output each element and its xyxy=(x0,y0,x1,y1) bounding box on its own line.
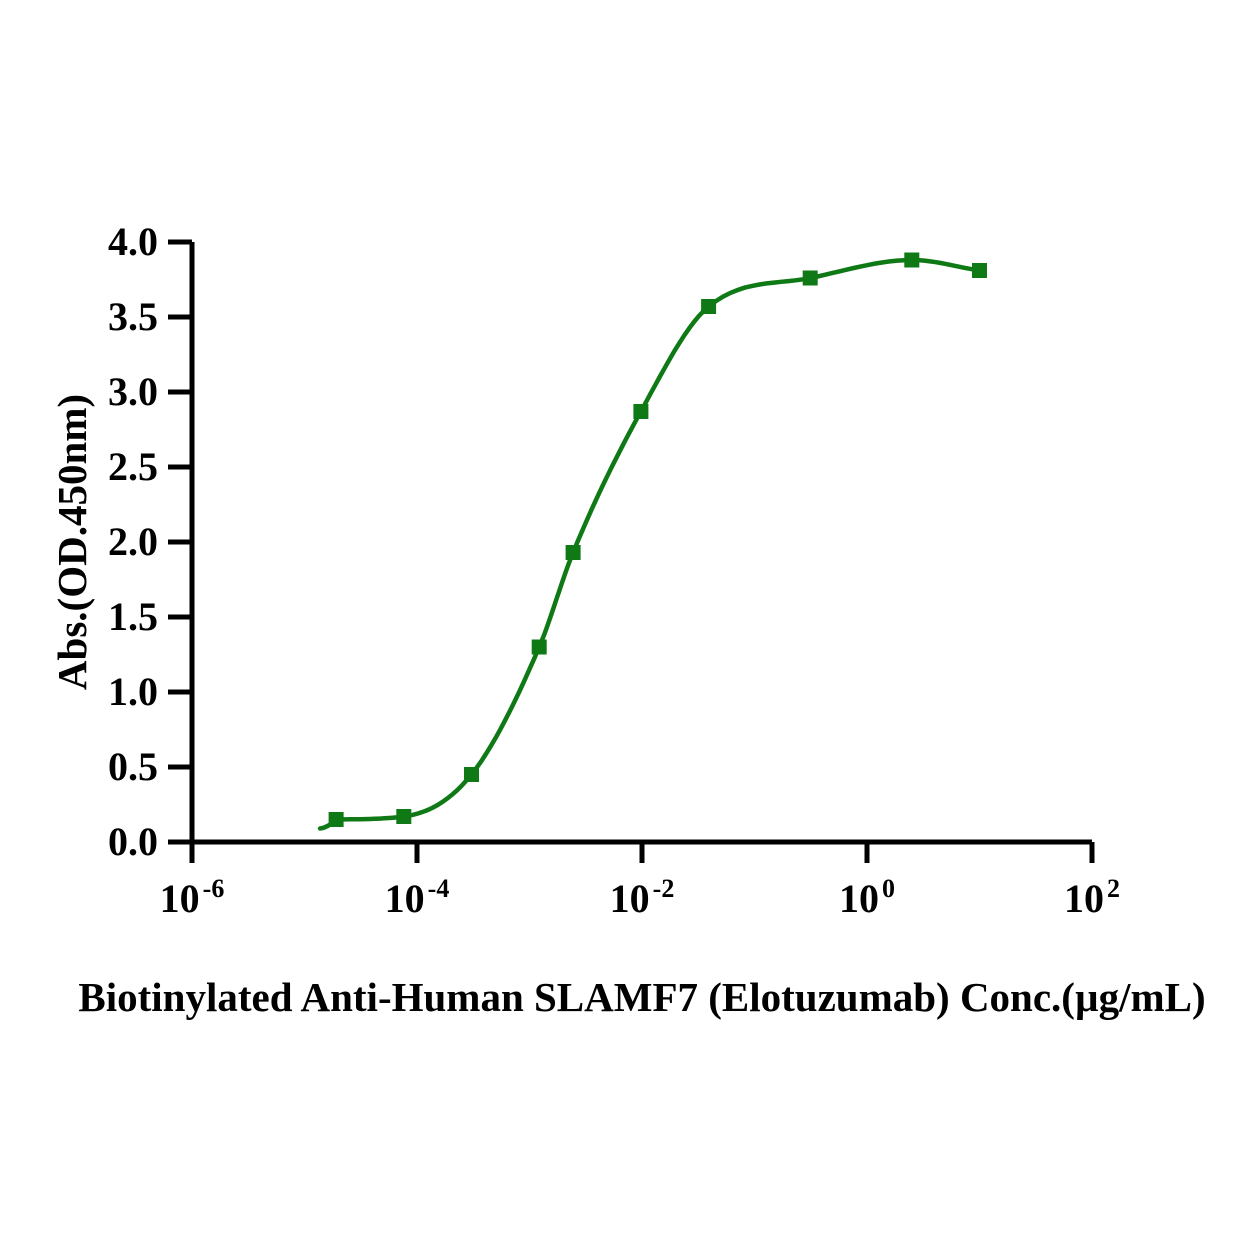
y-tick-label: 0.5 xyxy=(108,744,158,789)
data-point-marker xyxy=(633,404,649,419)
y-tick-label: 4.0 xyxy=(108,219,158,264)
y-tick-label: 0.0 xyxy=(108,819,158,864)
data-point-marker xyxy=(464,767,479,782)
x-tick-label: 10 -6 xyxy=(160,874,225,921)
data-point-marker xyxy=(396,809,412,824)
x-axis-title: Biotinylated Anti-Human SLAMF7 (Elotuzum… xyxy=(78,974,1206,1020)
data-point-marker xyxy=(701,299,717,314)
x-tick-label: 10 -4 xyxy=(385,874,450,921)
y-tick-label: 1.0 xyxy=(108,669,158,714)
fit-curve xyxy=(317,257,982,831)
data-point-marker xyxy=(531,639,547,655)
x-tick-label: 10 -2 xyxy=(610,874,675,921)
y-tick-label: 3.0 xyxy=(108,369,158,414)
x-tick-exponent: 0 xyxy=(882,874,895,903)
x-tick-exponent: -2 xyxy=(653,874,675,903)
data-point-marker xyxy=(904,252,920,268)
data-point-marker xyxy=(565,545,581,560)
y-tick-label: 1.5 xyxy=(108,594,158,639)
x-tick-exponent: -4 xyxy=(428,874,450,903)
x-tick-exponent: -6 xyxy=(203,874,225,903)
x-tick-label: 10 2 xyxy=(1064,874,1120,921)
x-tick-label: 10 0 xyxy=(839,874,895,921)
data-point-marker xyxy=(972,263,987,278)
data-point-marker xyxy=(328,812,344,827)
axis-spines xyxy=(189,242,1092,845)
y-tick-label: 2.0 xyxy=(108,519,158,564)
y-axis-title: Abs.(OD.450nm) xyxy=(49,393,95,691)
data-point-marker xyxy=(802,270,818,286)
x-tick-exponent: 2 xyxy=(1107,874,1120,903)
y-tick-label: 3.5 xyxy=(108,294,158,339)
y-tick-label: 2.5 xyxy=(108,444,158,489)
